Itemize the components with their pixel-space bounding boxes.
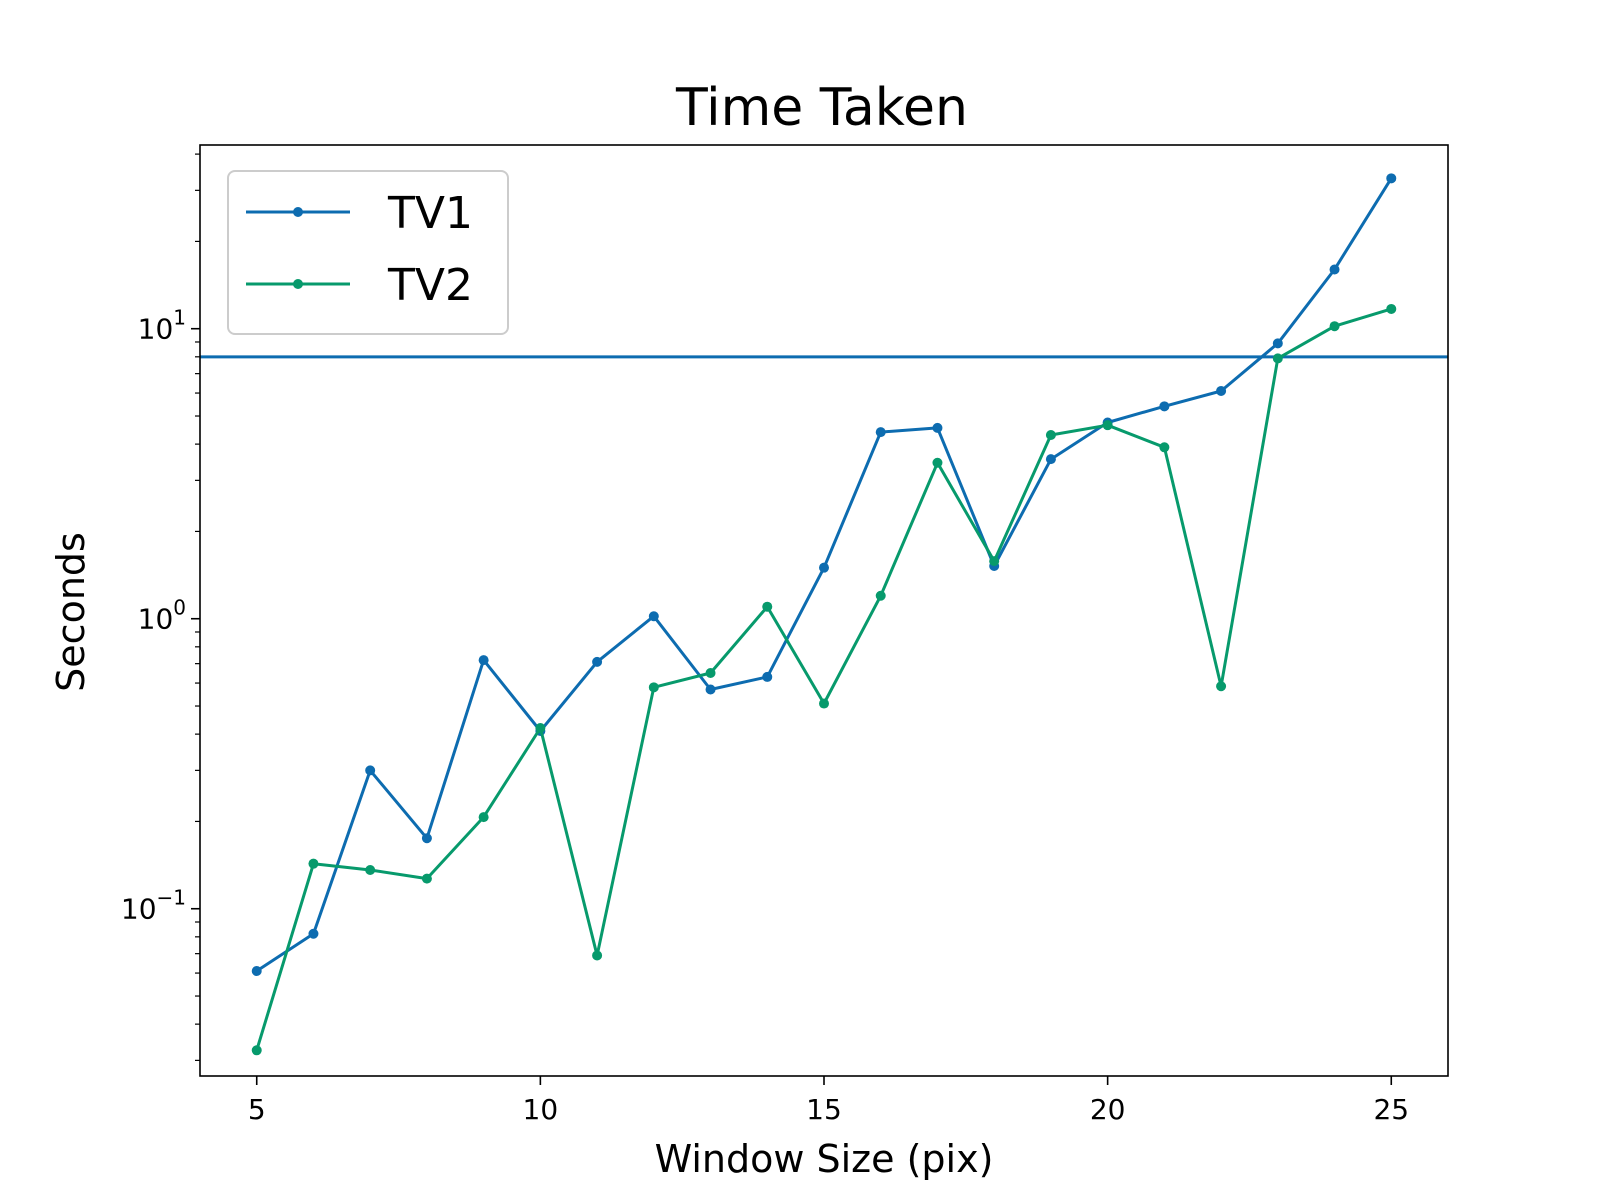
data-point-tv2 (932, 457, 943, 468)
data-point-tv2 (1272, 353, 1283, 364)
data-point-tv2 (1102, 420, 1113, 431)
x-axis-label: Window Size (pix) (655, 1137, 994, 1181)
y-tick-exponent: 0 (173, 596, 186, 620)
data-point-tv2 (1216, 681, 1227, 692)
data-point-tv2 (989, 556, 1000, 567)
x-tick-label: 5 (248, 1093, 266, 1126)
data-point-tv2 (308, 858, 319, 869)
x-axis: 5 10 15 20 25 (248, 1076, 1409, 1126)
data-point-tv1 (705, 684, 716, 695)
y-tick-base: 10 (138, 603, 174, 636)
data-point-tv1 (762, 671, 773, 682)
data-point-tv1 (819, 562, 829, 573)
legend-label-tv1: TV1 (387, 188, 473, 239)
plot-area (200, 173, 1448, 1056)
x-tick-label: 25 (1373, 1093, 1409, 1126)
data-point-tv1 (932, 422, 943, 433)
data-point-tv1 (648, 611, 659, 622)
data-point-tv2 (819, 698, 829, 709)
data-point-tv1 (251, 965, 262, 976)
x-tick-label: 10 (523, 1093, 559, 1126)
chart-title: Time Taken (675, 78, 968, 138)
y-tick-exponent: −1 (157, 886, 186, 910)
y-tick-base: 10 (121, 893, 157, 926)
data-point-tv2 (1386, 303, 1397, 314)
data-point-tv2 (592, 950, 603, 961)
y-tick-label: 10−1 (121, 886, 186, 926)
y-tick-label: 101 (138, 306, 186, 346)
data-point-tv1 (592, 656, 603, 667)
data-point-tv1 (1386, 173, 1397, 184)
data-point-tv2 (1159, 442, 1170, 453)
data-point-tv1 (875, 427, 886, 438)
data-point-tv1 (1159, 401, 1170, 412)
y-axis-label: Seconds (49, 532, 93, 692)
legend-label-tv2: TV2 (387, 260, 473, 311)
data-point-tv2 (648, 682, 659, 693)
data-point-tv2 (705, 667, 716, 678)
x-tick-label: 15 (806, 1093, 842, 1126)
data-point-tv2 (421, 873, 432, 884)
data-point-tv1 (365, 765, 376, 776)
data-point-tv2 (762, 601, 773, 612)
data-point-tv2 (1045, 430, 1056, 441)
data-point-tv2 (1329, 321, 1340, 332)
data-point-tv1 (308, 928, 319, 939)
data-point-tv1 (1045, 454, 1056, 465)
legend-marker-tv1 (293, 207, 303, 217)
data-point-tv1 (421, 833, 432, 844)
y-tick-exponent: 1 (173, 306, 186, 330)
data-point-tv2 (251, 1045, 262, 1056)
data-point-tv1 (1216, 385, 1227, 396)
y-tick-label: 100 (138, 596, 186, 636)
data-point-tv2 (365, 865, 376, 876)
data-point-tv1 (1272, 338, 1283, 349)
y-tick-base: 10 (138, 313, 174, 346)
legend-marker-tv2 (293, 279, 303, 289)
data-point-tv2 (875, 590, 886, 601)
x-tick-label: 20 (1090, 1093, 1126, 1126)
data-point-tv1 (1329, 264, 1340, 275)
data-point-tv2 (535, 722, 546, 733)
data-point-tv1 (478, 655, 489, 666)
data-point-tv2 (478, 812, 489, 823)
series-line-tv2 (255, 307, 1392, 1051)
